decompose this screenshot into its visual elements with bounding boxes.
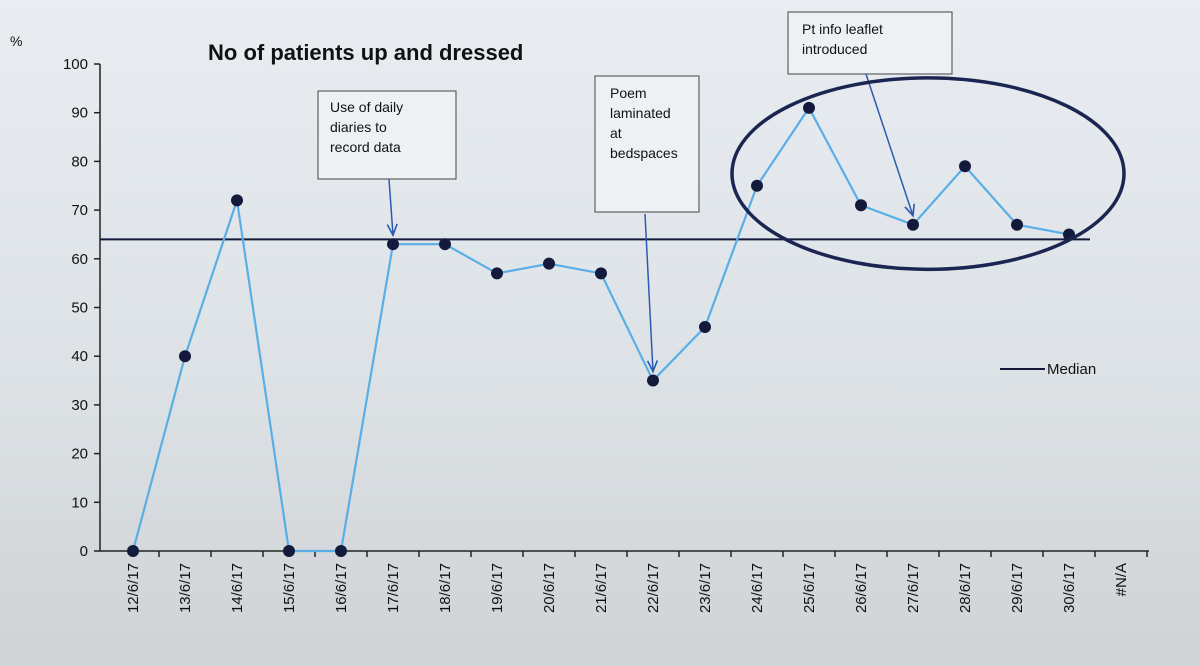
annotation-text: record data [330,139,401,155]
data-point [1011,218,1023,231]
x-tick-label: 29/6/17 [1009,563,1026,613]
highlight-ellipse [730,76,1126,272]
data-point [335,545,347,557]
data-point [855,199,867,212]
legend-median-label: Median [1047,361,1096,378]
data-point [231,194,243,207]
data-point [959,160,971,173]
x-tick-label: 17/6/17 [385,563,402,613]
x-tick-label: 14/6/17 [229,563,246,613]
x-tick-label: 25/6/17 [801,563,818,613]
x-tick-label: 28/6/17 [957,563,974,613]
x-tick-label: 24/6/17 [749,563,766,613]
annotation-text: bedspaces [610,145,678,161]
annotation-text: Use of daily [330,99,403,115]
annotation-text: diaries to [330,119,387,135]
x-tick-label: 13/6/17 [177,563,194,613]
y-tick-label: 10 [71,494,88,511]
annotations: Use of daily diaries to record data Poem lam… [317,11,953,374]
y-tick-label: 80 [71,153,88,170]
annotation-text: introduced [802,41,867,57]
x-tick-label: 20/6/17 [541,563,558,613]
x-tick-label: 22/6/17 [645,563,662,613]
x-tick-label: 16/6/17 [333,563,350,613]
annotation-text: at [610,125,622,141]
x-tick-label: 30/6/17 [1061,563,1078,613]
data-point [491,267,503,280]
x-tick-label: 21/6/17 [593,563,610,613]
y-axis: 0 10 20 30 40 50 60 70 80 90 100 [63,56,101,560]
annotation-arrow [388,178,394,236]
data-point [283,545,295,557]
x-tick-label: 12/6/17 [125,563,142,613]
x-tick-label: #N/A [1113,563,1130,596]
x-axis: 12/6/17 13/6/17 14/6/17 15/6/17 16/6/17 17/6/… [100,550,1149,613]
annotation-text: Poem [610,85,647,101]
x-tick-label: 18/6/17 [437,563,454,613]
annotation-box [787,11,953,75]
annotation-arrowhead [904,203,915,218]
annotation-text: laminated [610,105,671,121]
y-tick-label: 100 [63,56,88,73]
annotation-arrowhead [646,360,659,374]
y-tick-label: 50 [71,300,88,317]
data-point [647,374,659,387]
y-tick-label: 20 [71,446,88,463]
chart-title: No of patients up and dressed [208,40,523,65]
legend: Median [1000,361,1096,378]
x-tick-label: 26/6/17 [853,563,870,613]
y-tick-label: 30 [71,397,88,414]
annotation-text: Pt info leaflet [802,21,883,37]
highlight-group [730,76,1126,272]
data-point [751,179,763,192]
data-point [179,350,191,363]
data-point [127,545,139,557]
y-tick-label: 70 [71,202,88,219]
data-point [803,101,815,114]
data-point [699,320,711,333]
x-tick-label: 15/6/17 [281,563,298,613]
y-tick-label: 60 [71,251,88,268]
data-point [595,267,607,280]
x-tick-label: 27/6/17 [905,563,922,613]
data-point [387,238,399,251]
annotation-arrow [865,73,914,216]
y-tick-label: 0 [80,543,88,560]
annotation-box [594,75,700,213]
x-tick-label: 23/6/17 [697,563,714,613]
annotation-arrow [644,213,654,372]
series-group [127,101,1075,557]
data-point [439,238,451,251]
data-point [907,218,919,231]
data-point [543,257,555,270]
y-axis-unit: % [10,33,22,49]
y-tick-label: 90 [71,105,88,122]
x-tick-label: 19/6/17 [489,563,506,613]
annotation-box [317,90,457,180]
y-tick-label: 40 [71,348,88,365]
annotation-arrowhead [386,223,398,238]
